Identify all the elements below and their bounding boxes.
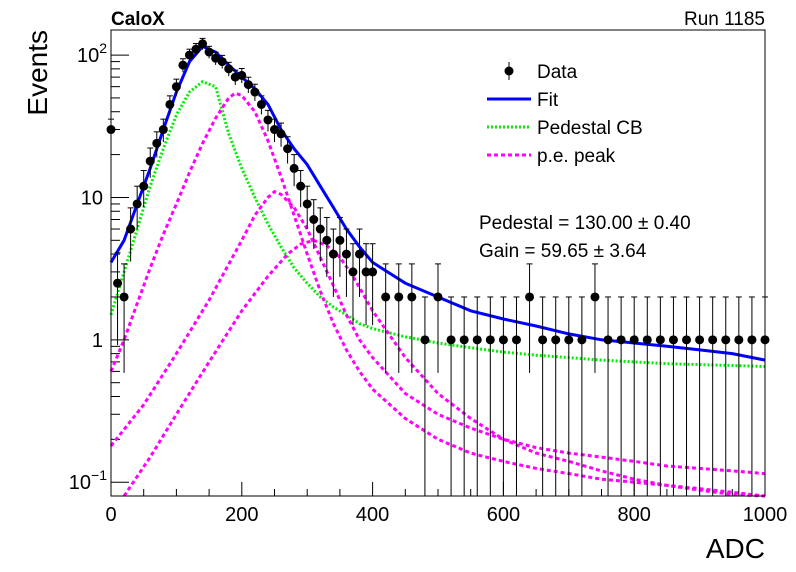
data-point bbox=[126, 224, 136, 234]
data-point bbox=[289, 163, 299, 173]
annotation-gain: Gain = 59.65 ± 3.64 bbox=[479, 241, 647, 262]
data-point bbox=[309, 215, 319, 225]
x-tick-label: 0 bbox=[105, 504, 116, 526]
data-point bbox=[270, 125, 279, 135]
legend-label: Data bbox=[537, 62, 578, 83]
data-point bbox=[184, 50, 194, 60]
data-point bbox=[394, 292, 404, 302]
data-point bbox=[668, 335, 678, 345]
data-point bbox=[315, 224, 325, 234]
y-tick-label: 1 bbox=[92, 330, 103, 352]
data-point bbox=[498, 335, 508, 345]
data-point bbox=[243, 80, 253, 90]
data-point bbox=[224, 64, 234, 74]
data-point bbox=[132, 199, 142, 209]
plot-frame bbox=[110, 29, 766, 497]
fit-annotations: Pedestal = 130.00 ± 0.40 Gain = 59.65 ± 3… bbox=[479, 213, 691, 262]
data-point bbox=[165, 99, 175, 109]
pedestal-cb-curve bbox=[109, 79, 766, 368]
data-point bbox=[204, 47, 214, 57]
x-tick-label: 600 bbox=[487, 504, 520, 526]
data-point bbox=[139, 181, 149, 191]
data-point bbox=[191, 44, 201, 54]
data-point bbox=[178, 60, 188, 70]
data-point bbox=[283, 144, 293, 154]
data-point bbox=[322, 235, 332, 245]
y-axis-title: Events bbox=[22, 30, 53, 116]
fit-curve bbox=[109, 44, 766, 362]
data-point bbox=[119, 292, 129, 302]
data-point bbox=[263, 115, 273, 125]
data-point bbox=[381, 292, 391, 302]
data-point bbox=[276, 129, 286, 139]
data-point bbox=[341, 249, 351, 259]
legend-label: Fit bbox=[537, 90, 559, 111]
data-point bbox=[407, 292, 417, 302]
data-point bbox=[603, 335, 613, 345]
data-point bbox=[616, 335, 626, 345]
experiment-label: CaloX bbox=[111, 9, 165, 30]
data-point bbox=[682, 335, 692, 345]
legend: Data Fit Pedestal CB p.e. peak bbox=[487, 62, 643, 167]
data-point bbox=[145, 156, 155, 166]
p-e-peak-curve bbox=[109, 189, 766, 476]
data-point bbox=[368, 267, 378, 277]
data-point bbox=[433, 292, 443, 302]
annotation-pedestal: Pedestal = 130.00 ± 0.40 bbox=[479, 213, 691, 234]
data-point bbox=[734, 335, 744, 345]
x-tick-label: 1000 bbox=[743, 504, 788, 526]
data-point bbox=[237, 70, 247, 80]
data-point bbox=[158, 125, 168, 135]
data-point bbox=[511, 335, 521, 345]
data-point bbox=[485, 335, 495, 345]
data-point bbox=[577, 335, 587, 345]
data-point bbox=[198, 39, 208, 49]
x-tick-label: 400 bbox=[356, 504, 389, 526]
data-point bbox=[629, 335, 639, 345]
y-tick-label: 10−1 bbox=[69, 467, 107, 494]
data-point bbox=[708, 335, 718, 345]
data-point bbox=[152, 138, 162, 148]
data-point bbox=[564, 335, 574, 345]
data-point bbox=[655, 335, 665, 345]
data-point bbox=[472, 335, 482, 345]
data-point bbox=[302, 199, 312, 209]
data-point bbox=[642, 335, 652, 345]
run-label: Run 1185 bbox=[684, 9, 765, 30]
data-point bbox=[538, 335, 548, 345]
y-tick-label: 102 bbox=[77, 40, 107, 67]
data-point bbox=[721, 335, 731, 345]
data-point bbox=[171, 82, 181, 92]
data-point bbox=[296, 181, 306, 191]
data-point bbox=[525, 292, 535, 302]
data-point bbox=[747, 335, 757, 345]
data-point bbox=[335, 235, 345, 245]
legend-data-marker bbox=[504, 66, 514, 76]
legend-label: Pedestal CB bbox=[537, 118, 643, 139]
data-point bbox=[420, 335, 430, 345]
data-point bbox=[250, 87, 260, 97]
x-tick-label: 200 bbox=[225, 504, 258, 526]
x-tick-label: 800 bbox=[618, 504, 651, 526]
y-tick-label: 10 bbox=[81, 187, 103, 209]
data-point bbox=[551, 335, 561, 345]
data-point bbox=[355, 249, 365, 259]
legend-label: p.e. peak bbox=[537, 146, 616, 167]
data-points bbox=[106, 37, 770, 496]
data-point bbox=[256, 99, 266, 109]
data-point bbox=[361, 267, 371, 277]
data-point bbox=[590, 292, 600, 302]
data-point bbox=[113, 278, 123, 288]
x-axis-title: ADC bbox=[706, 533, 765, 564]
data-point bbox=[695, 335, 705, 345]
data-point bbox=[446, 335, 456, 345]
data-point bbox=[328, 249, 338, 259]
data-point bbox=[217, 57, 227, 67]
p-e-peak-curve bbox=[109, 91, 766, 498]
data-point bbox=[348, 267, 358, 277]
data-point bbox=[459, 335, 469, 345]
